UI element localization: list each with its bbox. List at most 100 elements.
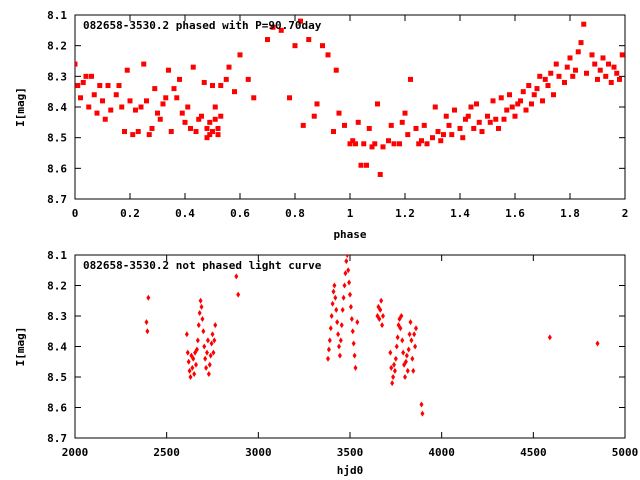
data-point xyxy=(234,273,239,280)
data-point xyxy=(194,361,198,368)
data-point xyxy=(215,132,221,138)
data-point xyxy=(358,162,364,168)
data-point xyxy=(204,125,210,131)
data-point xyxy=(392,361,396,368)
data-point xyxy=(212,337,217,344)
chart-title: 082658-3530.2 phased with P=90.70day xyxy=(83,19,322,32)
x-tick-label: 1 xyxy=(347,207,354,220)
data-point xyxy=(144,98,149,104)
data-point xyxy=(414,325,418,332)
data-point xyxy=(391,141,397,147)
x-tick-label: 2500 xyxy=(153,446,180,459)
data-point xyxy=(348,303,353,310)
data-point xyxy=(350,138,356,144)
data-point xyxy=(589,52,595,58)
data-point xyxy=(344,258,349,265)
data-point xyxy=(198,297,203,304)
x-tick-label: 1.2 xyxy=(395,207,415,220)
data-point xyxy=(446,122,452,128)
data-point xyxy=(537,73,543,79)
data-point xyxy=(419,138,424,144)
data-point xyxy=(564,64,570,70)
data-point xyxy=(334,306,339,313)
data-point xyxy=(573,67,578,73)
y-tick-label: 8.2 xyxy=(47,280,67,293)
data-point xyxy=(207,361,212,368)
data-point xyxy=(512,113,518,119)
data-point xyxy=(300,122,306,128)
x-tick-label: 0 xyxy=(72,207,79,220)
data-point xyxy=(390,380,395,387)
data-point xyxy=(218,113,224,119)
y-tick-label: 8.4 xyxy=(47,341,67,354)
data-point xyxy=(595,340,600,347)
data-point xyxy=(377,171,383,177)
data-point xyxy=(113,92,119,98)
data-point xyxy=(207,119,213,125)
data-point xyxy=(145,328,150,335)
data-point xyxy=(333,294,338,301)
data-point xyxy=(206,370,211,377)
x-tick-label: 2000 xyxy=(62,446,89,459)
data-point xyxy=(205,337,210,344)
data-point xyxy=(419,401,424,408)
data-points xyxy=(75,18,625,177)
data-point xyxy=(331,288,336,295)
data-point xyxy=(94,110,100,116)
data-point xyxy=(562,79,567,85)
data-point xyxy=(102,116,108,122)
x-tick-label: 1.6 xyxy=(505,207,525,220)
data-point xyxy=(595,76,600,82)
y-tick-label: 8.6 xyxy=(47,162,67,175)
data-point xyxy=(332,282,337,289)
data-point xyxy=(388,122,394,128)
x-axis-label: hjd0 xyxy=(337,464,364,477)
x-axis-label: phase xyxy=(333,228,366,241)
y-axis-label: I[mag] xyxy=(14,87,27,127)
data-point xyxy=(116,83,122,89)
data-point xyxy=(496,125,501,131)
data-point xyxy=(208,352,213,359)
data-point xyxy=(207,132,213,138)
data-point xyxy=(345,255,350,258)
data-point xyxy=(325,52,331,58)
data-point xyxy=(232,89,237,95)
data-point xyxy=(89,73,94,79)
data-point xyxy=(438,138,444,144)
data-point xyxy=(547,334,552,341)
data-point xyxy=(498,95,504,101)
data-point xyxy=(515,101,521,107)
data-point xyxy=(329,313,334,319)
data-point xyxy=(204,135,210,141)
data-point xyxy=(603,73,609,79)
y-tick-label: 8.5 xyxy=(47,371,67,384)
data-point xyxy=(202,343,207,350)
x-tick-label: 1.4 xyxy=(450,207,470,220)
data-point xyxy=(501,116,507,122)
data-point xyxy=(223,76,229,82)
data-point xyxy=(236,291,241,298)
data-point xyxy=(328,325,333,332)
data-point xyxy=(381,313,385,319)
data-point xyxy=(350,328,355,335)
data-point xyxy=(487,119,493,125)
data-point xyxy=(364,162,369,168)
data-point xyxy=(401,349,406,356)
data-point xyxy=(403,358,408,365)
data-point xyxy=(534,86,540,92)
data-point xyxy=(298,18,303,24)
data-point xyxy=(130,132,136,138)
data-point xyxy=(416,141,422,147)
data-points xyxy=(144,255,600,417)
data-point xyxy=(413,125,419,131)
data-point xyxy=(196,116,202,122)
data-point xyxy=(335,319,340,326)
data-point xyxy=(270,24,276,30)
data-point xyxy=(529,101,534,107)
data-point xyxy=(215,125,221,131)
data-point xyxy=(355,119,361,125)
y-tick-label: 8.1 xyxy=(47,249,67,262)
data-point xyxy=(191,355,196,362)
data-point xyxy=(155,110,160,116)
